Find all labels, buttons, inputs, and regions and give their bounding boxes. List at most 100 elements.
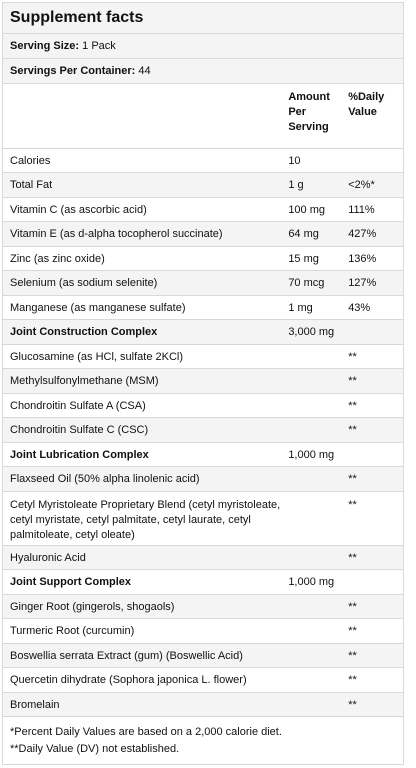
serving-size-row: Serving Size: 1 Pack	[3, 34, 403, 59]
cell-amount: 1,000 mg	[281, 569, 342, 595]
table-row: Boswellia serrata Extract (gum) (Boswell…	[3, 643, 403, 668]
cell-amount: 1,000 mg	[281, 442, 342, 467]
cell-dv	[341, 319, 403, 345]
cell-name: Bromelain	[3, 692, 282, 717]
cell-amount	[281, 667, 342, 693]
cell-amount	[281, 466, 342, 492]
cell-dv: **	[341, 594, 403, 619]
cell-dv	[341, 569, 403, 595]
footnote: **Daily Value (DV) not established.	[10, 743, 180, 755]
section-row: Joint Support Complex 1,000 mg	[3, 569, 403, 595]
header-row: Amount Per Serving %Daily Value	[3, 84, 403, 149]
table-row: Zinc (as zinc oxide) 15 mg 136%	[3, 246, 403, 271]
cell-name: Turmeric Root (curcumin)	[3, 618, 282, 644]
table-row: Vitamin E (as d-alpha tocopherol succina…	[3, 221, 403, 247]
cell-amount	[281, 692, 342, 717]
section-row: Joint Lubrication Complex 1,000 mg	[3, 442, 403, 467]
cell-name: Vitamin E (as d-alpha tocopherol succina…	[3, 221, 282, 247]
table-row: Manganese (as manganese sulfate) 1 mg 43%	[3, 295, 403, 320]
cell-name: Hyaluronic Acid	[3, 545, 282, 570]
cell-name: Joint Lubrication Complex	[3, 442, 282, 467]
servings-value: 44	[138, 65, 151, 77]
cell-name: Joint Support Complex	[3, 569, 282, 595]
cell-amount: 70 mcg	[281, 270, 342, 296]
cell-dv: **	[341, 344, 403, 369]
cell-amount: 1 g	[281, 172, 342, 198]
header-amount: Amount Per Serving	[281, 84, 342, 149]
cell-dv: **	[341, 545, 403, 570]
cell-name: Selenium (as sodium selenite)	[3, 270, 282, 296]
table-row: Turmeric Root (curcumin) **	[3, 618, 403, 644]
cell-name: Chondroitin Sulfate A (CSA)	[3, 393, 282, 418]
header-dv: %Daily Value	[341, 84, 403, 149]
table-row: Chondroitin Sulfate C (CSC) **	[3, 417, 403, 443]
cell-amount: 3,000 mg	[281, 319, 342, 345]
cell-amount	[281, 344, 342, 369]
cell-name: Zinc (as zinc oxide)	[3, 246, 282, 271]
table-row: Ginger Root (gingerols, shogaols) **	[3, 594, 403, 619]
cell-dv: **	[341, 393, 403, 418]
cell-amount	[281, 393, 342, 418]
table-row: Chondroitin Sulfate A (CSA) **	[3, 393, 403, 418]
serving-size-label: Serving Size:	[10, 40, 80, 52]
supplement-facts-panel: Supplement facts Serving Size: 1 Pack Se…	[2, 2, 404, 765]
cell-dv: 127%	[341, 270, 403, 296]
cell-name: Boswellia serrata Extract (gum) (Boswell…	[3, 643, 282, 668]
servings-label: Servings Per Container:	[10, 65, 136, 77]
cell-dv: 136%	[341, 246, 403, 271]
cell-name: Vitamin C (as ascorbic acid)	[3, 197, 282, 222]
table-row: Cetyl Myristoleate Proprietary Blend (ce…	[3, 491, 403, 546]
cell-name: Quercetin dihydrate (Sophora japonica L.…	[3, 667, 282, 693]
cell-amount	[281, 545, 342, 570]
table-row: Vitamin C (as ascorbic acid) 100 mg 111%	[3, 197, 403, 222]
cell-name: Chondroitin Sulfate C (CSC)	[3, 417, 282, 443]
cell-dv: **	[341, 667, 403, 693]
cell-dv: **	[341, 692, 403, 717]
cell-amount: 10	[281, 148, 342, 173]
facts-table: Amount Per Serving %Daily Value Calories…	[3, 84, 403, 717]
cell-dv: **	[341, 491, 403, 546]
table-row: Flaxseed Oil (50% alpha linolenic acid) *…	[3, 466, 403, 492]
cell-dv: **	[341, 417, 403, 443]
section-row: Joint Construction Complex 3,000 mg	[3, 319, 403, 345]
cell-amount: 15 mg	[281, 246, 342, 271]
panel-title: Supplement facts	[3, 3, 403, 34]
cell-amount	[281, 618, 342, 644]
cell-amount: 1 mg	[281, 295, 342, 320]
cell-amount	[281, 368, 342, 394]
cell-dv: 111%	[341, 197, 403, 222]
table-row: Calories 10	[3, 148, 403, 173]
cell-name: Flaxseed Oil (50% alpha linolenic acid)	[3, 466, 282, 492]
cell-amount: 100 mg	[281, 197, 342, 222]
cell-name: Glucosamine (as HCl, sulfate 2KCl)	[3, 344, 282, 369]
header-name-cell	[3, 84, 282, 149]
cell-dv: **	[341, 643, 403, 668]
cell-dv: 43%	[341, 295, 403, 320]
table-row: Quercetin dihydrate (Sophora japonica L.…	[3, 667, 403, 693]
footnotes: *Percent Daily Values are based on a 2,0…	[3, 717, 403, 764]
cell-dv: **	[341, 368, 403, 394]
cell-amount: 64 mg	[281, 221, 342, 247]
cell-amount	[281, 594, 342, 619]
cell-dv	[341, 442, 403, 467]
cell-name: Manganese (as manganese sulfate)	[3, 295, 282, 320]
table-row: Glucosamine (as HCl, sulfate 2KCl) **	[3, 344, 403, 369]
cell-amount	[281, 417, 342, 443]
cell-name: Ginger Root (gingerols, shogaols)	[3, 594, 282, 619]
cell-dv	[341, 148, 403, 173]
cell-dv: 427%	[341, 221, 403, 247]
table-row: Bromelain **	[3, 692, 403, 717]
cell-dv: **	[341, 618, 403, 644]
cell-name: Calories	[3, 148, 282, 173]
table-row: Total Fat 1 g <2%*	[3, 172, 403, 198]
table-row: Selenium (as sodium selenite) 70 mcg 127%	[3, 270, 403, 296]
serving-size-value: 1 Pack	[82, 40, 116, 52]
cell-dv: **	[341, 466, 403, 492]
cell-name: Cetyl Myristoleate Proprietary Blend (ce…	[3, 491, 282, 546]
cell-name: Methylsulfonylmethane (MSM)	[3, 368, 282, 394]
cell-name: Total Fat	[3, 172, 282, 198]
table-row: Methylsulfonylmethane (MSM) **	[3, 368, 403, 394]
servings-per-container-row: Servings Per Container: 44	[3, 59, 403, 84]
cell-amount	[281, 643, 342, 668]
table-row: Hyaluronic Acid **	[3, 545, 403, 570]
